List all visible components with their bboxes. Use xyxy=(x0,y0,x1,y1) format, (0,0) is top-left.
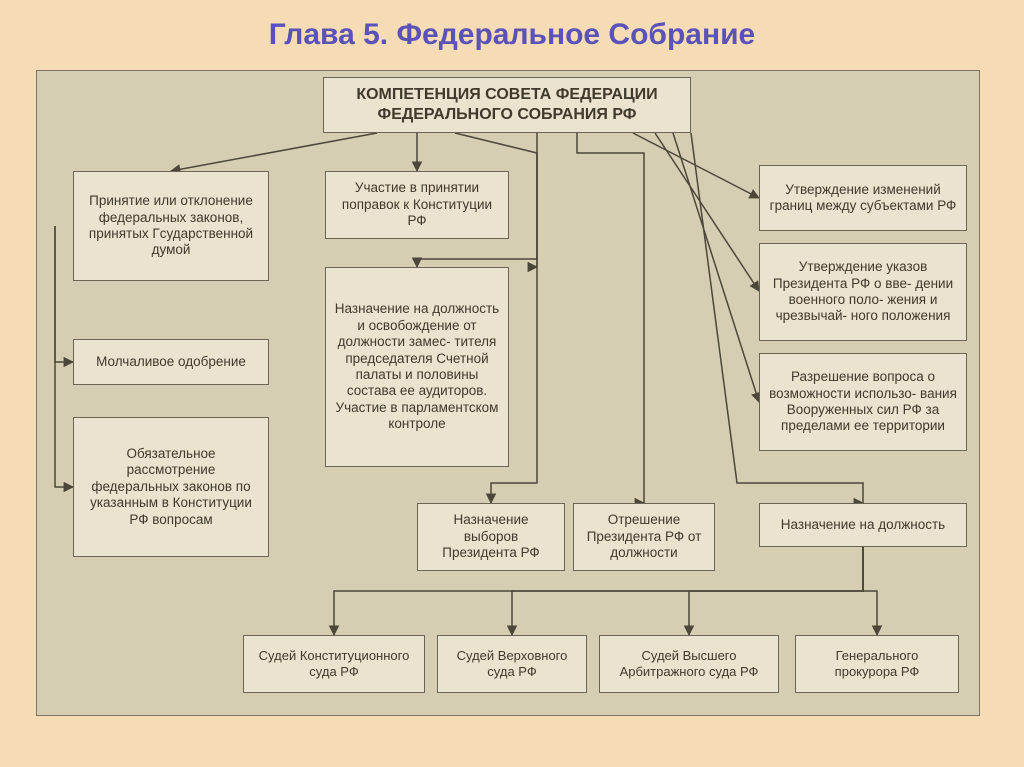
node-j3: Судей Высшего Арбитражного суда РФ xyxy=(599,635,779,693)
node-n7: Утверждение указов Президента РФ о вве- … xyxy=(759,243,967,341)
diagram-canvas: КОМПЕТЕНЦИЯ СОВЕТА ФЕДЕРАЦИИ ФЕДЕРАЛЬНОГ… xyxy=(36,70,980,716)
node-n4: Назначение выборов Президента РФ xyxy=(417,503,565,571)
edge xyxy=(863,547,877,635)
edge xyxy=(673,133,759,402)
node-n1b: Обязательное рассмотрение федеральных за… xyxy=(73,417,269,557)
edge xyxy=(55,226,73,487)
node-n5: Отрешение Президента РФ от должности xyxy=(573,503,715,571)
page-title: Глава 5. Федеральное Собрание xyxy=(36,18,988,52)
node-n2: Участие в принятии поправок к Конституци… xyxy=(325,171,509,239)
node-n8: Разрешение вопроса о возможности использ… xyxy=(759,353,967,451)
node-n6: Утверждение изменений границ между субъе… xyxy=(759,165,967,231)
edge xyxy=(577,133,644,503)
page: Глава 5. Федеральное Собрание КОМПЕТЕНЦИ… xyxy=(0,0,1024,767)
node-n3: Назначение на должность и освобождение о… xyxy=(325,267,509,467)
node-root: КОМПЕТЕНЦИЯ СОВЕТА ФЕДЕРАЦИИ ФЕДЕРАЛЬНОГ… xyxy=(323,77,691,133)
edge xyxy=(171,133,377,171)
node-j1: Судей Конституционного суда РФ xyxy=(243,635,425,693)
node-n9: Назначение на должность xyxy=(759,503,967,547)
edge xyxy=(633,133,759,198)
node-n1a: Молчаливое одобрение xyxy=(73,339,269,385)
edge xyxy=(655,133,759,291)
node-j4: Генерального прокурора РФ xyxy=(795,635,959,693)
edge xyxy=(689,547,863,635)
node-n1: Принятие или отклонение федеральных зако… xyxy=(73,171,269,281)
node-j2: Судей Верховного суда РФ xyxy=(437,635,587,693)
edge xyxy=(55,226,73,362)
